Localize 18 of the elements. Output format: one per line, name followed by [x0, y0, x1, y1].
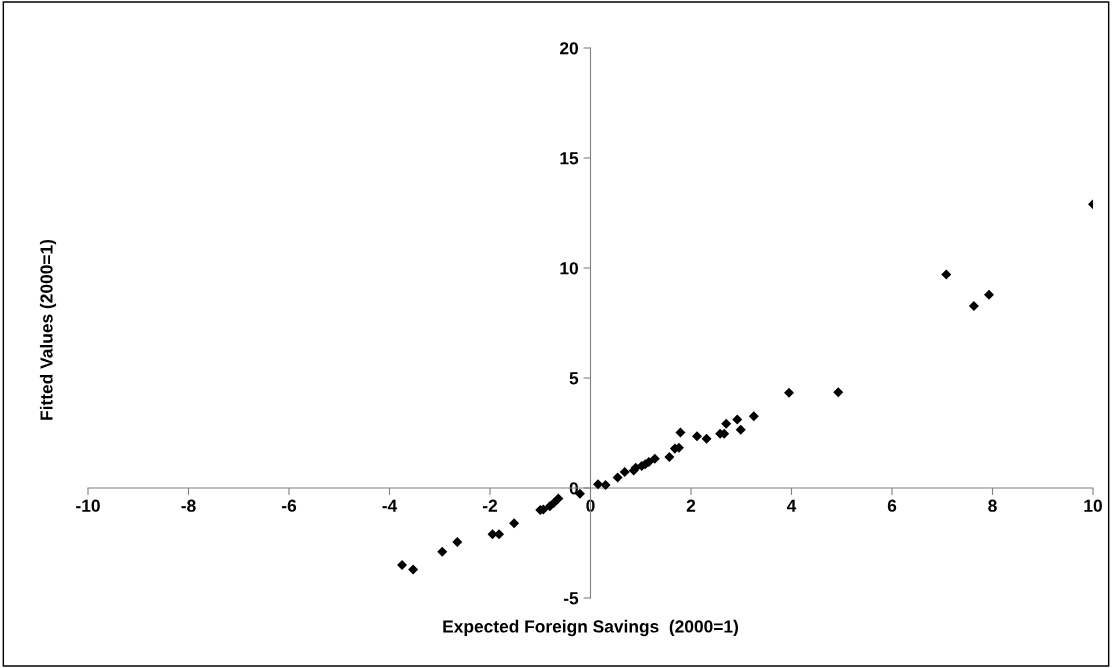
x-tick-label: 6 — [887, 499, 897, 512]
x-tick-label: 2 — [686, 499, 696, 512]
x-tick-label: -10 — [76, 499, 100, 512]
y-tick-label: -5 — [563, 592, 579, 605]
x-tick-label: -8 — [181, 499, 196, 512]
y-tick-label: 5 — [569, 372, 579, 385]
x-tick-label: -6 — [281, 499, 297, 512]
x-tick-label: -4 — [382, 499, 398, 512]
x-tick-label: 8 — [988, 499, 997, 512]
x-axis-title: Expected Foreign Savings (2000=1) — [443, 619, 738, 637]
y-tick-label: 15 — [560, 152, 579, 165]
x-tick-label: -2 — [482, 499, 498, 512]
x-tick-label: 4 — [786, 499, 797, 512]
y-tick-label: 10 — [560, 262, 578, 275]
x-tick-label: 10 — [1084, 499, 1102, 512]
y-tick-label: 0 — [569, 482, 578, 495]
y-tick-label: 20 — [559, 42, 578, 55]
y-axis-title: Fitted Values (2000=1) — [39, 239, 57, 420]
